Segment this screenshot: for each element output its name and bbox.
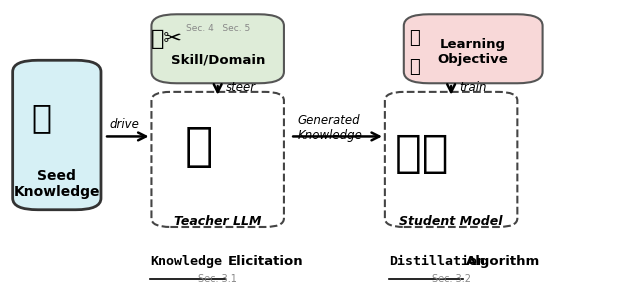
Text: Sec. 3.1: Sec. 3.1 bbox=[198, 274, 237, 284]
Text: 💡: 💡 bbox=[409, 29, 420, 47]
Text: Algorithm: Algorithm bbox=[467, 255, 541, 268]
FancyBboxPatch shape bbox=[404, 14, 543, 83]
Text: Generated
Knowledge: Generated Knowledge bbox=[298, 114, 363, 142]
Text: 🧑‍🎓: 🧑‍🎓 bbox=[395, 132, 448, 175]
Text: Teacher LLM: Teacher LLM bbox=[174, 215, 262, 228]
Text: 📚: 📚 bbox=[409, 58, 420, 76]
FancyBboxPatch shape bbox=[13, 60, 101, 210]
Text: drive: drive bbox=[109, 118, 139, 132]
Text: Sec. 4   Sec. 5: Sec. 4 Sec. 5 bbox=[186, 24, 250, 33]
Text: Seed
Knowledge: Seed Knowledge bbox=[13, 169, 100, 199]
Text: Knowledge: Knowledge bbox=[150, 255, 222, 268]
Text: 🔧✂: 🔧✂ bbox=[151, 29, 183, 49]
Text: 🤖: 🤖 bbox=[184, 125, 213, 171]
Text: Sec. 3.2: Sec. 3.2 bbox=[431, 274, 470, 284]
Text: Student Model: Student Model bbox=[399, 215, 503, 228]
Text: Elicitation: Elicitation bbox=[228, 255, 303, 268]
Text: steer: steer bbox=[226, 81, 256, 94]
Text: Learning
Objective: Learning Objective bbox=[438, 38, 509, 66]
Text: Skill/Domain: Skill/Domain bbox=[170, 54, 265, 67]
FancyBboxPatch shape bbox=[152, 14, 284, 83]
Text: Distillation: Distillation bbox=[388, 255, 484, 268]
Text: train: train bbox=[460, 81, 487, 94]
Text: 🗄: 🗄 bbox=[31, 101, 51, 134]
